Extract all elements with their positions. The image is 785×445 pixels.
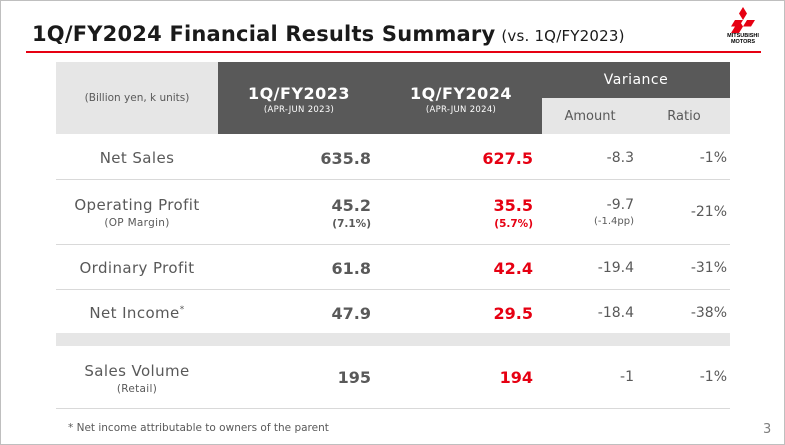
unit-label-cell: (Billion yen, k units) xyxy=(56,62,218,134)
cell-value: -9.7 xyxy=(606,197,634,213)
cell-fy2023: 195 xyxy=(337,368,371,387)
logo-text-line-2: MOTORS xyxy=(730,39,756,45)
row-label-text: Sales Volume xyxy=(84,362,190,380)
company-logo: MITSUBISHI MOTORS xyxy=(721,7,765,47)
footnote: * Net income attributable to owners of t… xyxy=(68,422,329,434)
column-header-ratio: Ratio xyxy=(638,98,730,134)
cell-subvalue: (5.7%) xyxy=(494,218,533,230)
cell-subvalue: (7.1%) xyxy=(332,218,371,230)
row-label-text: Operating Profit xyxy=(74,196,200,214)
cell-fy2024: 42.4 xyxy=(493,259,533,278)
row-sublabel: (OP Margin) xyxy=(104,217,170,229)
row-label: Net Sales xyxy=(56,149,218,167)
row-divider xyxy=(56,244,730,245)
cell-fy2024: 627.5 xyxy=(482,149,533,168)
cell-amount: -19.4 xyxy=(597,260,634,276)
row-divider xyxy=(56,408,730,409)
ratio-label: Ratio xyxy=(667,108,701,124)
cell-fy2023: 47.9 xyxy=(331,304,371,323)
cell-value: 35.5 xyxy=(493,196,533,215)
cell-subvalue: (-1.4pp) xyxy=(593,216,634,227)
cell-value: 45.2 xyxy=(331,196,371,215)
column-header-variance: Variance xyxy=(542,62,730,98)
column-period-fy2024: (APR-JUN 2024) xyxy=(425,105,497,115)
cell-ratio: -21% xyxy=(690,204,727,220)
row-label: Operating Profit (OP Margin) xyxy=(56,196,218,229)
unit-label: (Billion yen, k units) xyxy=(84,92,190,104)
row-label: Ordinary Profit xyxy=(56,259,218,277)
cell-fy2023: 61.8 xyxy=(331,259,371,278)
row-label-text: Net Income xyxy=(89,304,180,322)
cell-fy2024: 29.5 xyxy=(493,304,533,323)
table-row-operating-profit: Operating Profit (OP Margin) 45.2 (7.1%)… xyxy=(56,180,730,244)
title-subtitle: (vs. 1Q/FY2023) xyxy=(501,27,625,45)
three-diamonds-icon xyxy=(731,7,755,33)
logo-text-line-1: MITSUBISHI xyxy=(727,33,759,39)
row-label: Net Income* xyxy=(56,304,218,322)
logo-text: MITSUBISHI MOTORS xyxy=(721,33,765,45)
row-sublabel: (Retail) xyxy=(116,383,158,395)
cell-amount: -18.4 xyxy=(597,305,634,321)
cell-ratio: -31% xyxy=(690,260,727,276)
page-title: 1Q/FY2024 Financial Results Summary (vs. … xyxy=(32,22,625,46)
row-label-text: Ordinary Profit xyxy=(79,259,195,277)
table-row-ordinary-profit: Ordinary Profit 61.8 42.4 -19.4 -31% xyxy=(56,245,730,289)
cell-amount: -8.3 xyxy=(606,150,634,166)
row-divider xyxy=(56,289,730,290)
cell-ratio: -1% xyxy=(699,150,727,166)
column-header-amount: Amount xyxy=(542,98,638,134)
page-number: 3 xyxy=(763,422,772,437)
column-title-fy2024: 1Q/FY2024 xyxy=(409,84,513,103)
table-row-net-income: Net Income* 47.9 29.5 -18.4 -38% xyxy=(56,290,730,333)
column-header-fy2023: 1Q/FY2023 (APR-JUN 2023) xyxy=(218,62,380,134)
row-label: Sales Volume (Retail) xyxy=(56,362,218,395)
cell-fy2024: 35.5 (5.7%) xyxy=(381,196,533,230)
cell-amount: -9.7 (-1.4pp) xyxy=(543,197,634,227)
cell-fy2024: 194 xyxy=(499,368,533,387)
column-title-fy2023: 1Q/FY2023 xyxy=(247,84,351,103)
column-header-fy2024: 1Q/FY2024 (APR-JUN 2024) xyxy=(380,62,542,134)
row-label-text: Net Sales xyxy=(99,149,175,167)
table-row-net-sales: Net Sales 635.8 627.5 -8.3 -1% xyxy=(56,134,730,179)
cell-ratio: -38% xyxy=(690,305,727,321)
footnote-marker: * xyxy=(179,305,185,315)
variance-label: Variance xyxy=(603,72,669,88)
cell-amount: -1 xyxy=(620,369,634,385)
cell-ratio: -1% xyxy=(699,369,727,385)
title-underline xyxy=(26,51,761,53)
table-row-sales-volume: Sales Volume (Retail) 195 194 -1 -1% xyxy=(56,346,730,408)
column-period-fy2023: (APR-JUN 2023) xyxy=(263,105,335,115)
cell-fy2023: 45.2 (7.1%) xyxy=(218,196,371,230)
amount-label: Amount xyxy=(564,108,616,124)
row-divider xyxy=(56,179,730,180)
cell-fy2023: 635.8 xyxy=(320,149,371,168)
section-spacer xyxy=(56,333,730,346)
title-text: 1Q/FY2024 Financial Results Summary xyxy=(32,22,496,46)
